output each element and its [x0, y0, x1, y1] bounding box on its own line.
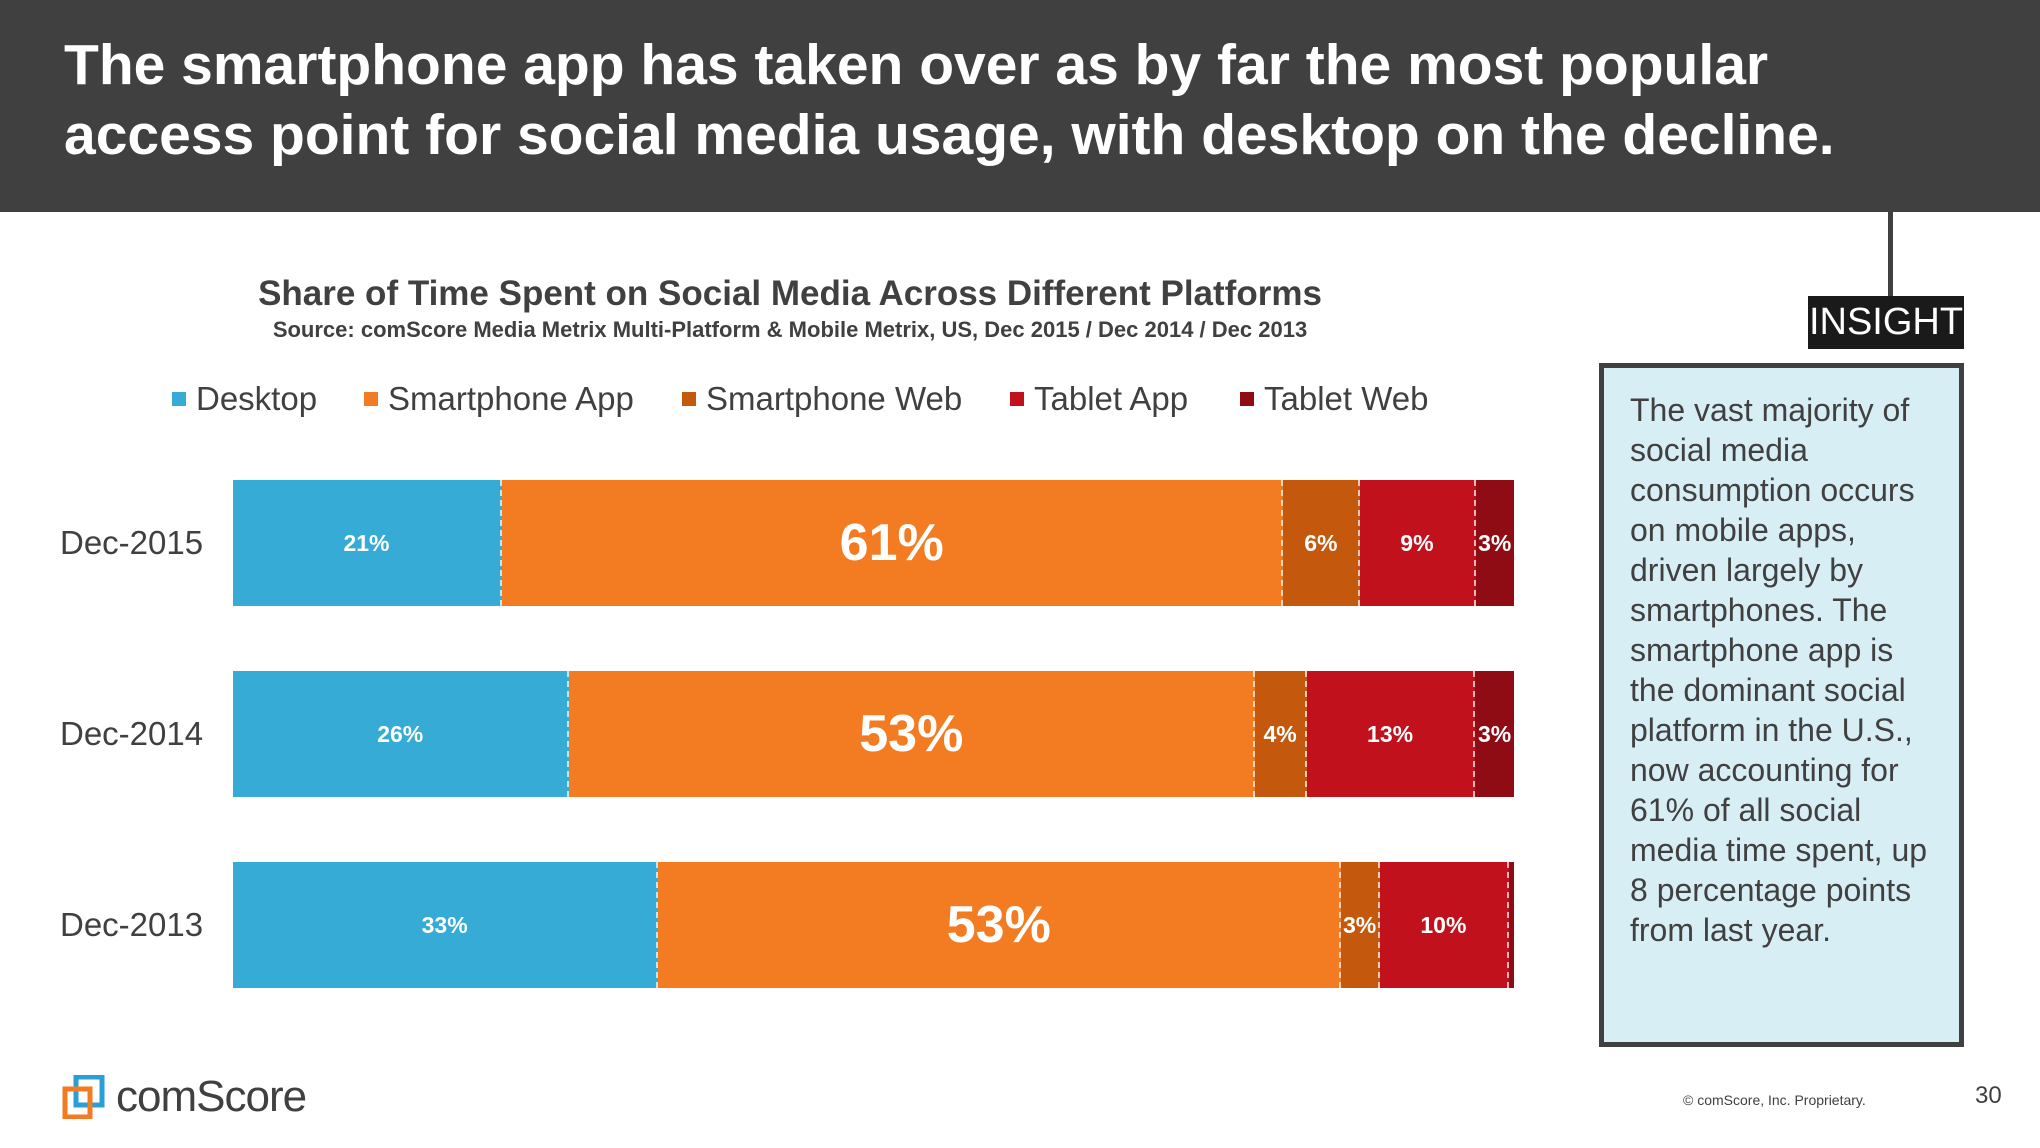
bar-segment-smartphone-web: 3%: [1341, 862, 1380, 988]
row-label: Dec-2013: [60, 906, 204, 943]
data-label: 9%: [1400, 529, 1434, 556]
bar-segment-smartphone-app: 53%: [569, 671, 1256, 797]
bar-segment-smartphone-app: 61%: [502, 480, 1284, 606]
data-label: 61%: [839, 514, 944, 572]
data-label: 33%: [421, 911, 468, 938]
bar-segment-tablet-app: 13%: [1306, 671, 1476, 797]
row-label: Dec-2015: [60, 524, 204, 561]
bar-segment-smartphone-web: 4%: [1255, 671, 1307, 797]
legend-swatch: [1240, 392, 1254, 406]
legend-item: Tablet Web: [1240, 380, 1428, 418]
stacked-bar: 26% 53% 4% 13% 3%: [233, 671, 1514, 797]
chart-source: Source: comScore Media Metrix Multi-Plat…: [272, 317, 1308, 342]
legend-item: Desktop: [172, 380, 317, 418]
stacked-bar: 33% 53% 3% 10%: [233, 862, 1514, 988]
row-label: Dec-2014: [60, 715, 204, 752]
legend-item: Smartphone Web: [682, 380, 962, 418]
legend-label: Smartphone App: [388, 380, 634, 417]
data-label: 53%: [859, 705, 964, 763]
data-label: 13%: [1367, 720, 1414, 747]
data-label: 10%: [1420, 911, 1467, 938]
legend-label: Smartphone Web: [706, 380, 963, 417]
logo-icon: [62, 1075, 105, 1119]
stacked-bar: 21% 61% 6% 9% 3%: [233, 480, 1514, 606]
slide-header: The smartphone app has taken over as by …: [0, 0, 2040, 212]
legend-swatch: [364, 392, 378, 406]
legend-item: Tablet App: [1010, 380, 1188, 418]
data-label: 53%: [946, 896, 1051, 954]
comscore-logo: comScore: [62, 1072, 307, 1122]
legend-label: Desktop: [196, 380, 318, 417]
bar-segment-smartphone-app: 53%: [658, 862, 1342, 988]
legend-label: Tablet Web: [1264, 380, 1429, 417]
insight-text: The vast majority of social media consum…: [1630, 392, 1928, 948]
bar-segment-desktop: 33%: [233, 862, 659, 988]
insight-box: The vast majority of social media consum…: [1599, 363, 1964, 1047]
data-label: 4%: [1263, 720, 1297, 747]
data-label: 3%: [1478, 529, 1512, 556]
data-label: 3%: [1343, 911, 1377, 938]
legend-swatch: [682, 392, 696, 406]
legend-swatch: [1010, 392, 1024, 406]
bar-segment-desktop: 21%: [233, 480, 502, 606]
legend-swatch: [172, 392, 186, 406]
legend-label: Tablet App: [1034, 380, 1189, 417]
legend-item: Smartphone App: [364, 380, 634, 418]
bar-segment-tablet-web: 3%: [1475, 480, 1514, 606]
data-label: 21%: [343, 529, 390, 556]
data-label: 26%: [377, 720, 424, 747]
data-label: 3%: [1477, 720, 1512, 747]
bar-segment-tablet-app: 9%: [1360, 480, 1476, 606]
bar-segment-desktop: 26%: [233, 671, 570, 797]
copyright: © comScore, Inc. Proprietary.: [1683, 1092, 1866, 1108]
page-number: 30: [1975, 1082, 2002, 1109]
bar-segment-tablet-web: 3%: [1475, 671, 1514, 797]
slide-title: The smartphone app has taken over as by …: [64, 33, 1835, 167]
bar-segment-smartphone-web: 6%: [1283, 480, 1361, 606]
chart-title: Share of Time Spent on Social Media Acro…: [258, 274, 1322, 313]
connector-line: [1888, 212, 1893, 298]
bar-segment-tablet-app: 10%: [1379, 862, 1509, 988]
bar-segment-tablet-web: [1508, 862, 1514, 988]
data-label: 6%: [1304, 529, 1338, 556]
logo-text: comScore: [116, 1072, 307, 1121]
insight-tag: INSIGHT: [1808, 296, 1964, 349]
